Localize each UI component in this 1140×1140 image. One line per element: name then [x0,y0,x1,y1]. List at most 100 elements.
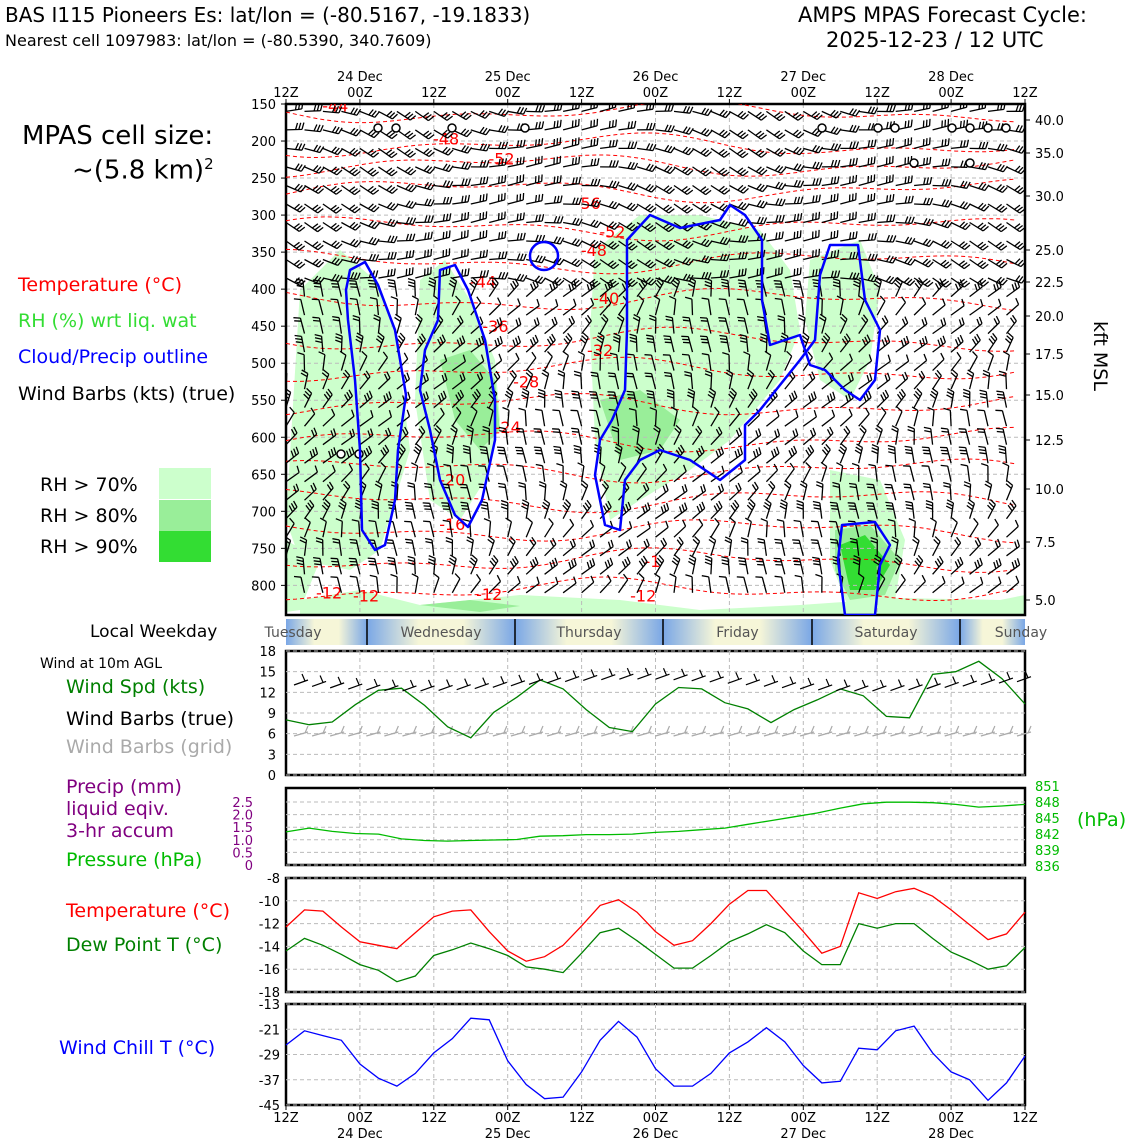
wind-barb [359,253,380,262]
temperature-contour [286,426,1017,453]
surface-wind-barb [727,672,743,684]
wind-barb [818,313,827,334]
wind-barb [433,230,451,242]
wind-barb [812,556,823,575]
wind-barb [452,229,469,242]
wind-barb [1006,203,1025,214]
wind-barb [451,389,465,409]
wind-barb [644,354,657,371]
wind-barb [396,183,417,193]
wind-barb [507,335,522,353]
wind-barb [958,446,971,464]
pressure-tick-label: 600 [251,431,276,446]
temperature-contour [286,287,1017,312]
wind-barb [526,104,546,113]
wind-barb [691,406,699,427]
weekday-label: Tuesday [264,625,322,641]
wind-barb [507,555,519,575]
wind-barb [507,536,516,557]
wind-barb [895,155,913,168]
pressure-tick-label: 500 [251,357,276,372]
wind-barb [987,576,1002,594]
wind-barb [655,221,675,233]
surface-wind-barb-grid [546,725,562,737]
wind-barb [322,125,343,135]
wind-barb [673,536,684,557]
wind-barb [451,295,461,316]
wind-barb [311,298,324,316]
surface-wind-barb [329,676,345,689]
wind-barb [541,369,550,390]
wind-barb [774,538,786,556]
wind-barb [319,517,327,538]
wind-barb [562,277,583,288]
wind-barb [784,110,805,121]
wind-barb [821,143,842,152]
wind-barb [507,232,526,242]
surface-wind-barb [637,667,652,680]
wind-barb [950,240,971,251]
temp-tick-label: -16 [259,963,280,978]
wind-barb [1006,280,1021,298]
precip-tick-label: 2.5 [232,796,253,811]
wind-barb [489,231,507,242]
weekday-band [286,619,367,645]
wind-barb [849,482,860,501]
wind-barb [424,482,435,501]
wind-barb [655,537,668,557]
wind-barb [932,158,951,168]
wind-barb [470,193,488,205]
wind-barb [544,333,556,353]
windchill-tick-label: -37 [259,1074,280,1089]
top-date-label: 25 Dec [485,70,531,85]
wind-barb [385,539,398,556]
wind-barb [821,409,836,427]
wind-barb [452,161,472,170]
wind-barb [692,501,706,520]
wind-barb [544,137,562,150]
wind-barb [765,480,776,501]
wind-barb [794,296,804,316]
wind-barb [688,554,697,575]
calm-circle [373,123,383,133]
bottom-time-tick: 12Z [569,1111,595,1126]
wind-barb [744,517,752,538]
wind-barb [736,576,749,593]
wind-barb [378,391,392,409]
wind-barb [433,213,452,224]
wind-barb [482,425,490,445]
wind-barb [404,520,416,538]
pressure-tick-label: 250 [251,172,276,187]
wind-barb [969,221,989,232]
wind-barb [470,211,488,224]
wind-barb [987,276,1008,286]
rh-region [600,390,680,460]
surface-wind-barb [546,671,562,684]
pressure-tick-label: 200 [251,135,276,150]
bottom-date-label: 28 Dec [928,1127,974,1140]
wind-barb [687,388,696,408]
wind-barb [729,235,749,243]
surface-wind-barb-grid [601,725,616,737]
surface-wind-barb-grid [673,725,689,737]
wind-barb [607,372,620,390]
calm-circle [391,123,401,133]
wind-barb [466,536,474,556]
wind-barb [905,500,915,519]
wind-barb [655,124,675,133]
wind-barb [780,332,789,353]
wind-tick-label: 9 [268,707,276,722]
wind-barb [821,391,836,409]
wind-barb [448,276,458,297]
wind-barb [433,267,451,279]
surface-wind-barb [474,677,489,690]
wind-barb [654,443,665,464]
kft-tick-label: 20.0 [1035,310,1064,325]
wind-barb [562,576,577,594]
dewpoint-line [285,922,1026,983]
wind-barb [636,462,647,483]
wind-barb [940,464,952,482]
windchill-tick-label: -21 [259,1023,280,1038]
wind-barb [1006,258,1025,268]
wind-barb [673,240,694,249]
